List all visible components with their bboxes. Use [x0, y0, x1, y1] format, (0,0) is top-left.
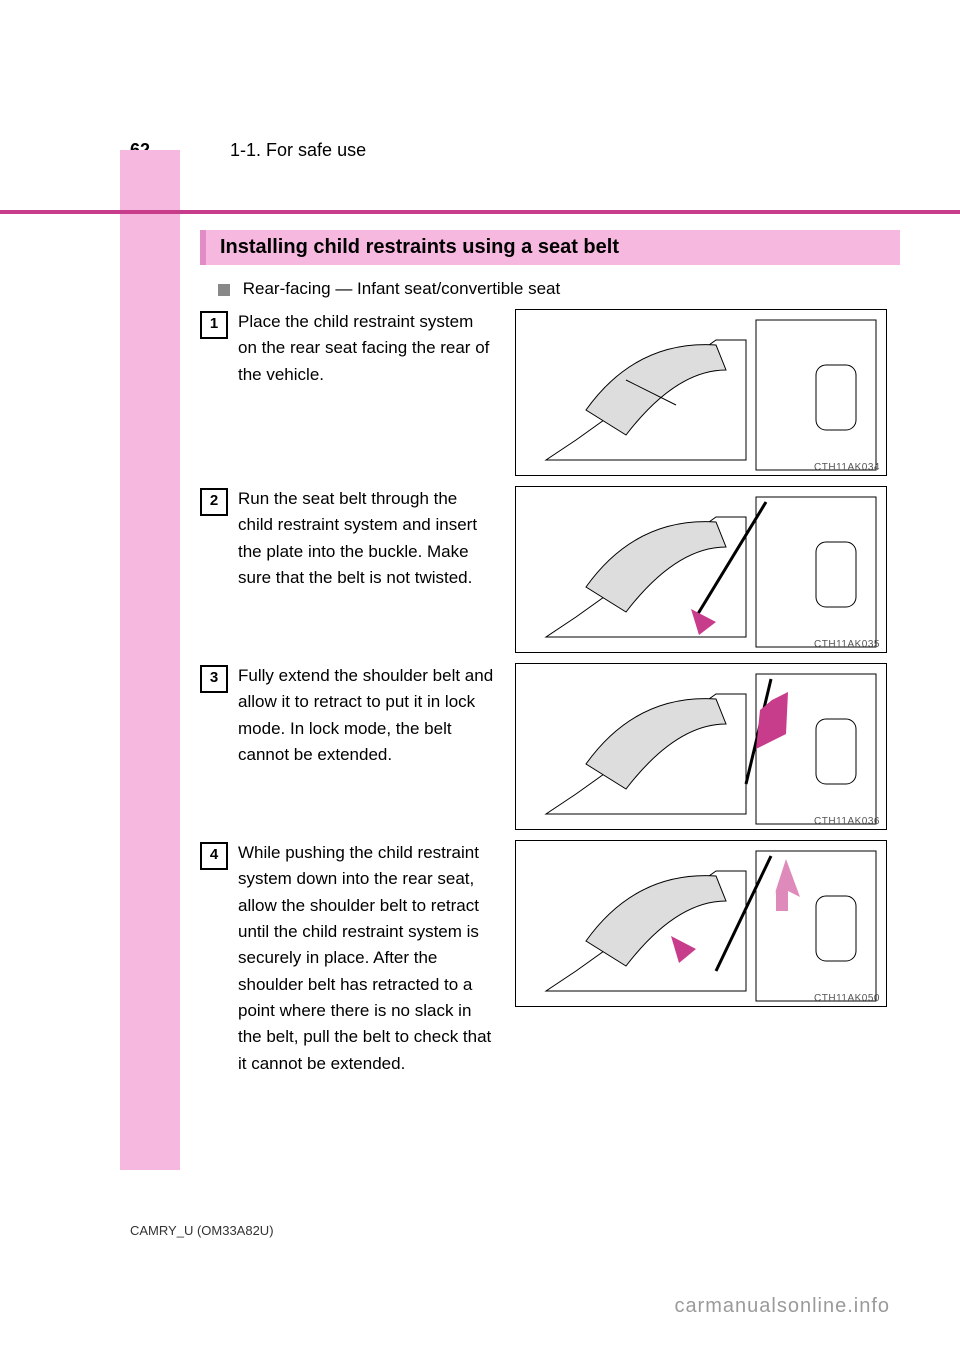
step-illustration: CTH11AK050 [515, 840, 900, 1007]
step-row: 4 While pushing the child restraint syst… [200, 840, 900, 1077]
child-seat-extend-icon [516, 664, 886, 829]
step-number-box: 2 [200, 488, 228, 516]
section-title: Installing child restraints using a seat… [200, 230, 900, 265]
manual-page: 62 1-1. For safe use Installing child re… [0, 0, 960, 1358]
page-content: Installing child restraints using a seat… [200, 230, 900, 1087]
step-illustration: CTH11AK035 [515, 486, 900, 653]
step-row: 2 Run the seat belt through the child re… [200, 486, 900, 653]
subheading: Rear-facing — Infant seat/convertible se… [218, 279, 900, 299]
step-number-box: 1 [200, 311, 228, 339]
step-illustration: CTH11AK034 [515, 309, 900, 476]
child-seat-retract-icon [516, 841, 886, 1006]
bullet-square-icon [218, 284, 230, 296]
illustration-label: CTH11AK050 [814, 993, 880, 1004]
step-left: 3 Fully extend the shoulder belt and all… [200, 663, 495, 768]
illustration-box: CTH11AK036 [515, 663, 887, 830]
child-seat-icon [516, 310, 886, 475]
footer-watermark: carmanualsonline.info [674, 1295, 890, 1318]
step-illustration: CTH11AK036 [515, 663, 900, 830]
step-text: While pushing the child restraint system… [238, 840, 495, 1077]
illustration-label: CTH11AK034 [814, 462, 880, 473]
step-number-box: 3 [200, 665, 228, 693]
step-left: 2 Run the seat belt through the child re… [200, 486, 495, 591]
illustration-box: CTH11AK034 [515, 309, 887, 476]
step-text: Place the child restraint system on the … [238, 309, 495, 388]
step-left: 1 Place the child restraint system on th… [200, 309, 495, 388]
footer-doc-id: CAMRY_U (OM33A82U) [130, 1223, 274, 1238]
step-row: 3 Fully extend the shoulder belt and all… [200, 663, 900, 830]
subheading-text: Rear-facing — Infant seat/convertible se… [243, 279, 561, 298]
step-number-box: 4 [200, 842, 228, 870]
page-header: 62 1-1. For safe use [130, 140, 890, 161]
step-row: 1 Place the child restraint system on th… [200, 309, 900, 476]
illustration-box: CTH11AK050 [515, 840, 887, 1007]
header-rule [0, 210, 960, 214]
chapter-breadcrumb: 1-1. For safe use [230, 140, 366, 160]
step-text: Run the seat belt through the child rest… [238, 486, 495, 591]
tab-sidebar [120, 150, 180, 1170]
step-text: Fully extend the shoulder belt and allow… [238, 663, 495, 768]
step-left: 4 While pushing the child restraint syst… [200, 840, 495, 1077]
illustration-label: CTH11AK035 [814, 639, 880, 650]
child-seat-belt-icon [516, 487, 886, 652]
illustration-label: CTH11AK036 [814, 816, 880, 827]
illustration-box: CTH11AK035 [515, 486, 887, 653]
